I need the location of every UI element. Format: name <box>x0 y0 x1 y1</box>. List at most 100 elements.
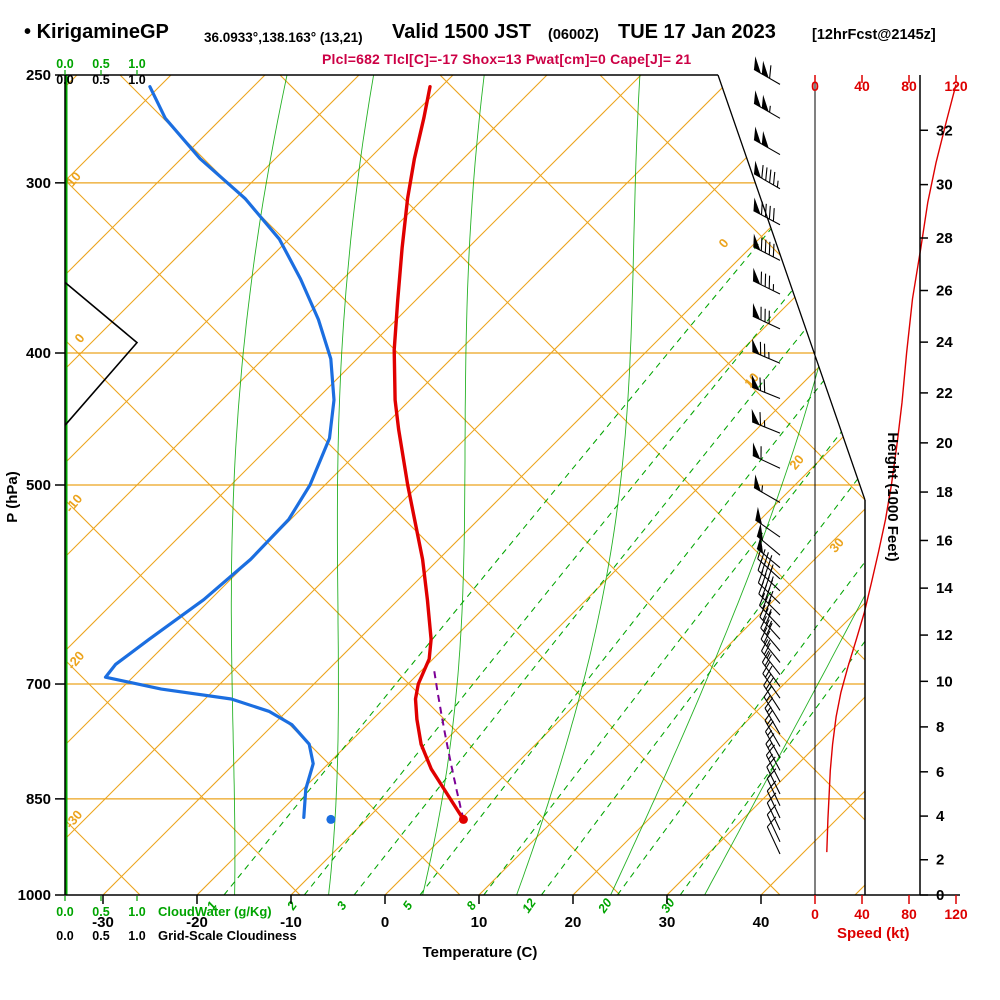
barb-pennant <box>752 338 760 355</box>
height-tick-label: 10 <box>936 673 953 690</box>
speed-tick-label-top: 40 <box>854 78 870 94</box>
pressure-tick-labels: 250 300 400 500 700 850 1000 <box>18 67 65 904</box>
wind-barb <box>761 650 781 687</box>
wind-barb <box>757 557 781 592</box>
barb-pennant <box>754 90 761 108</box>
mixing-ratio-label: 30 <box>658 896 677 915</box>
station-name: KirigamineGP <box>36 21 169 43</box>
speed-tick-label-top: 0 <box>811 78 819 94</box>
forecast-tag: [12hrFcst@2145z] <box>812 27 936 43</box>
barb-staff <box>759 604 781 640</box>
barb-staff <box>766 804 781 843</box>
barb-pennant <box>754 474 761 492</box>
barb-staff <box>753 165 781 190</box>
barb-pennant <box>753 267 761 285</box>
cloud-scales: 0.0 0.0 0.0 0.0 0.5 0.5 0.5 0.5 1.0 1.0 1.0 1.0 <box>56 57 145 943</box>
cloudiness-axis-title: Grid-Scale Cloudiness <box>158 928 297 943</box>
cloudwater-axis-title: CloudWater (g/Kg) <box>158 904 272 919</box>
cloudiness-scale-top: 1.0 <box>128 73 145 87</box>
height-tick-label: 20 <box>936 435 953 452</box>
height-tick-label: 6 <box>936 764 944 781</box>
barb-staff <box>765 733 781 771</box>
skewt-grid <box>65 75 865 895</box>
cloudiness-scale-bottom: 1.0 <box>128 929 145 943</box>
isotherm-line <box>65 75 454 895</box>
barb-pennant <box>755 506 762 525</box>
moist-adiabat-line <box>230 75 288 895</box>
wind-barb <box>766 792 781 831</box>
barb-pennant <box>753 197 761 215</box>
valid-time: Valid 1500 JST <box>392 21 531 43</box>
barb-staff <box>760 615 781 652</box>
station-title: • KirigamineGP <box>24 21 169 44</box>
wind-barb <box>757 570 781 604</box>
valid-time-utc: (0600Z) <box>548 27 599 43</box>
height-tick-label: 14 <box>936 580 953 597</box>
cloudwater-scale-top: 0.0 <box>56 57 73 71</box>
cloudwater-scale-bottom: 1.0 <box>128 905 145 919</box>
barb-pennant <box>761 94 769 112</box>
barb-pennant <box>753 233 761 251</box>
wind-barb <box>765 733 781 771</box>
barb-pennant <box>754 126 761 144</box>
isotherm-line <box>384 75 865 895</box>
height-tick-label: 4 <box>936 808 945 825</box>
mixing-ratio-line <box>303 75 865 895</box>
barb-staff <box>753 485 781 503</box>
wind-barb <box>763 685 781 723</box>
wind-barb <box>753 474 781 503</box>
adiabat-label: 0 <box>715 236 731 251</box>
barb-staff <box>757 546 781 580</box>
wind-barb <box>751 374 781 400</box>
barb-staff <box>757 557 781 592</box>
temperature-tick-labels: -30 -20 -10 0 10 20 30 40 <box>92 895 769 931</box>
height-tick-label: 12 <box>936 627 953 644</box>
temperature-tick-label: -10 <box>280 914 302 931</box>
wind-barb <box>753 233 781 261</box>
station-bullet-icon: • <box>24 21 32 43</box>
speed-tick-label-bottom: 0 <box>811 906 819 922</box>
speed-tick-label-bottom: 40 <box>854 906 870 922</box>
dry-adiabat-line <box>65 75 301 895</box>
height-tick-label: 16 <box>936 532 953 549</box>
barb-pennant <box>751 408 760 425</box>
wind-barb <box>765 720 781 759</box>
barb-staff <box>757 570 781 604</box>
dry-adiabat-line <box>439 75 865 895</box>
wind-barb <box>765 744 781 783</box>
isotherm-line <box>65 75 360 895</box>
pressure-tick-label: 850 <box>26 791 51 808</box>
height-axis-title: Height (1000 Feet) <box>884 432 901 561</box>
barb-staff <box>766 756 781 795</box>
wind-barb <box>766 804 781 843</box>
dewpoint-curve <box>103 85 336 819</box>
barb-staff <box>766 780 781 819</box>
barb-staff <box>752 271 781 295</box>
barb-staff <box>753 102 781 119</box>
height-tick-label: 28 <box>936 230 953 247</box>
barb-staff <box>765 720 781 759</box>
wind-barb <box>753 197 781 226</box>
wind-barb <box>766 816 781 855</box>
cloudiness-scale-top: 0.5 <box>92 73 109 87</box>
barb-staff <box>753 65 781 85</box>
barb-staff <box>766 816 781 855</box>
barb-staff <box>755 519 781 538</box>
speed-tick-label-bottom: 120 <box>944 906 968 922</box>
isotherm-line <box>65 75 736 895</box>
pressure-tick-label: 1000 <box>18 887 51 904</box>
surface-dewpoint-dot <box>326 814 336 824</box>
dry-adiabat-line <box>65 75 621 895</box>
speed-axis-title: Speed (kt) <box>837 925 910 942</box>
cloudwater-scale-bottom: 0.0 <box>56 905 73 919</box>
wind-barb <box>760 615 781 652</box>
wind-barb <box>752 442 781 469</box>
moist-adiabat-grid <box>230 75 865 895</box>
dry-adiabat-line <box>65 75 781 895</box>
temperature-tick-label: -30 <box>92 914 114 931</box>
barb-staff <box>766 768 781 807</box>
params-line: Plcl=682 Tlcl[C]=-17 Shox=13 Pwat[cm]=0 … <box>322 51 692 67</box>
speed-tick-label-bottom: 80 <box>901 906 917 922</box>
